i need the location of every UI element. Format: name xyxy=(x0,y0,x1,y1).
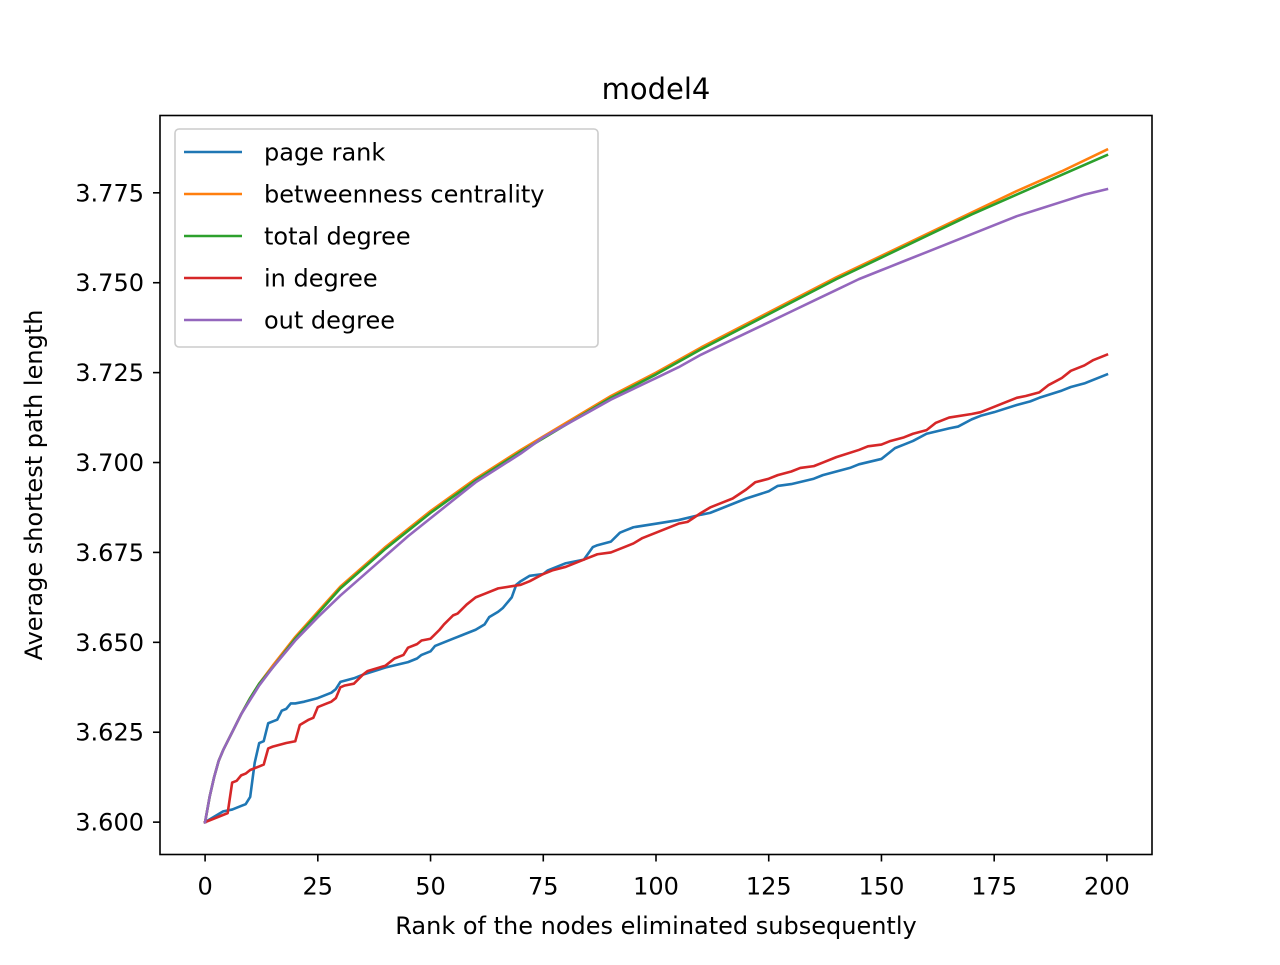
series-line-3 xyxy=(203,352,1109,824)
legend-label-0: page rank xyxy=(264,139,385,167)
legend-label-1: betweenness centrality xyxy=(264,181,545,209)
x-tick-label: 25 xyxy=(303,873,334,901)
y-tick-label: 3.600 xyxy=(75,809,144,837)
series-line-4 xyxy=(203,187,1109,824)
x-tick-label: 50 xyxy=(415,873,446,901)
legend-label-4: out degree xyxy=(264,307,395,335)
y-tick-label: 3.775 xyxy=(75,179,144,207)
x-axis: 0 25 50 75 100 125 150 175 200 xyxy=(197,854,1130,901)
y-tick-label: 3.675 xyxy=(75,539,144,567)
y-tick-label: 3.625 xyxy=(75,719,144,747)
series-layer xyxy=(203,147,1109,824)
x-tick-label: 200 xyxy=(1084,873,1130,901)
x-tick-label: 100 xyxy=(633,873,679,901)
x-tick-label: 150 xyxy=(859,873,905,901)
chart-title: model4 xyxy=(602,72,711,106)
y-axis-title: Average shortest path length xyxy=(20,310,48,661)
x-tick-label: 0 xyxy=(197,873,212,901)
legend-box xyxy=(174,128,599,348)
legend-label-2: total degree xyxy=(264,223,411,251)
x-axis-title: Rank of the nodes eliminated subsequentl… xyxy=(395,912,916,940)
y-tick-label: 3.700 xyxy=(75,449,144,477)
x-tick-label: 75 xyxy=(528,873,559,901)
y-axis: 3.600 3.625 3.650 3.675 3.700 3.725 3.750 3.775 xyxy=(75,179,160,837)
x-tick-label: 175 xyxy=(971,873,1017,901)
x-tick-label: 125 xyxy=(746,873,792,901)
legend-label-3: in degree xyxy=(264,265,378,293)
y-tick-label: 3.750 xyxy=(75,269,144,297)
legend: page rank betweenness centrality total deg… xyxy=(174,128,599,348)
y-tick-label: 3.650 xyxy=(75,629,144,657)
y-tick-label: 3.725 xyxy=(75,359,144,387)
